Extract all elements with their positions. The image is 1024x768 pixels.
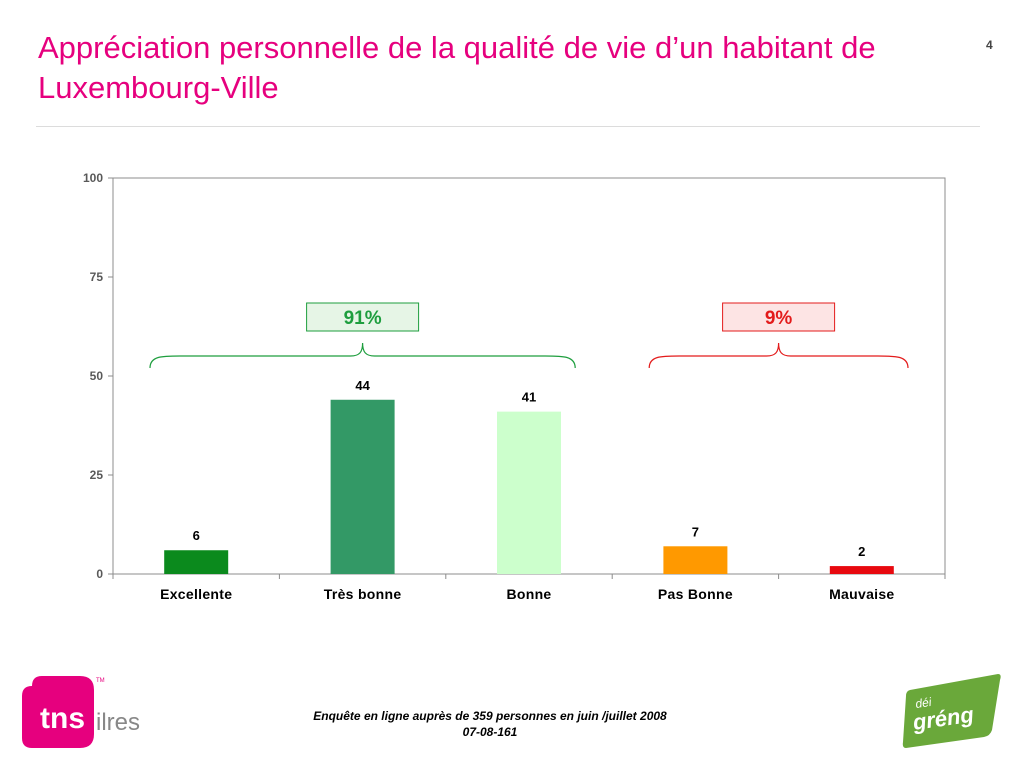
group-percent-box <box>722 302 836 332</box>
group-brackets: 91% 9% <box>149 302 909 369</box>
y-tick-label: 0 <box>96 567 103 581</box>
bar <box>330 399 395 574</box>
bar <box>663 546 728 574</box>
tns-logo-mark: tns <box>40 702 85 735</box>
greng-logo-shape <box>902 674 1001 748</box>
bar <box>497 411 561 574</box>
y-axis: 0 25 50 75 100 <box>83 171 113 581</box>
y-tick-label: 25 <box>90 468 104 482</box>
group-bracket <box>648 342 909 369</box>
x-axis: Excellente Très bonne Bonne Pas Bonne Mauvai… <box>112 574 946 602</box>
bar-series: 6 44 41 7 2 <box>164 378 894 574</box>
category-label: Pas Bonne <box>658 586 733 602</box>
footer-note: Enquête en ligne auprès de 359 personnes… <box>230 708 750 740</box>
bar-value-label: 7 <box>692 524 699 539</box>
category-label: Très bonne <box>324 586 402 602</box>
title-divider <box>36 126 980 127</box>
bar-value-label: 41 <box>522 390 536 405</box>
bar-chart: 0 25 50 75 100 6 44 41 7 2 Excellente Très bonne B… <box>83 171 946 602</box>
category-label: Mauvaise <box>829 586 894 602</box>
y-tick-label: 50 <box>90 369 104 383</box>
bar <box>164 550 229 574</box>
dei-greng-logo: déi gréng <box>902 674 1001 748</box>
tns-logo-suffix: ilres <box>96 709 140 736</box>
tns-logo-tm: TM <box>96 678 105 684</box>
group-percent-label: 9% <box>765 308 793 329</box>
page-number: 4 <box>986 38 993 52</box>
group-percent-box <box>306 302 420 332</box>
page-title: Appréciation personnelle de la qualité d… <box>38 30 876 105</box>
category-label: Bonne <box>506 586 551 602</box>
tns-ilres-logo: tns TM ilres <box>22 676 140 748</box>
bar-value-label: 6 <box>193 528 200 543</box>
bar <box>829 566 894 574</box>
bar-value-label: 2 <box>858 544 865 559</box>
y-tick-label: 100 <box>83 171 103 185</box>
category-label: Excellente <box>160 586 232 602</box>
greng-logo-top: déi <box>914 695 932 711</box>
y-tick-label: 75 <box>90 270 104 284</box>
group-bracket <box>149 342 576 369</box>
tns-logo-shape <box>22 676 94 748</box>
footer-study-code: 07-08-161 <box>462 725 518 739</box>
group-percent-label: 91% <box>344 308 382 329</box>
footer-survey-text: Enquête en ligne auprès de 359 personnes… <box>313 709 667 723</box>
bar-value-label: 44 <box>355 378 370 393</box>
